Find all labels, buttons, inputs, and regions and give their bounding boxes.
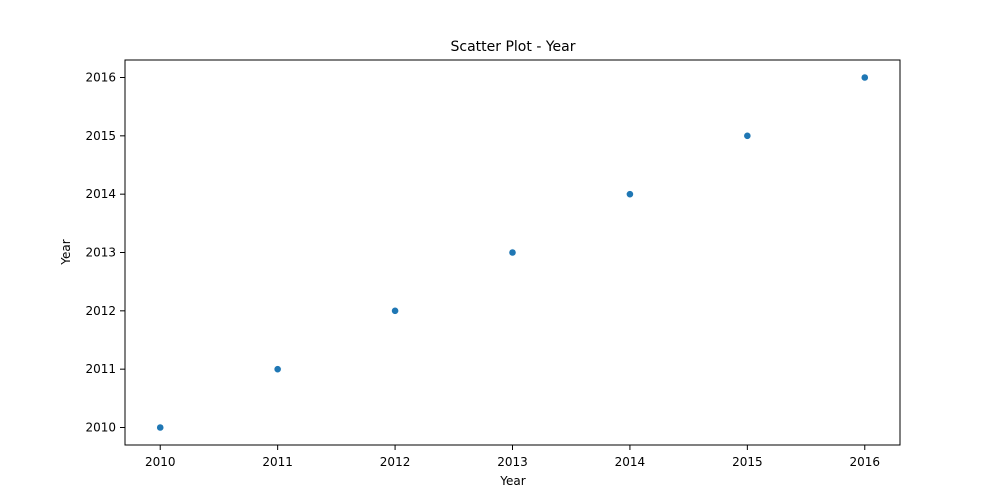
x-tick-label: 2011 <box>262 455 293 469</box>
y-tick-label: 2010 <box>85 421 116 435</box>
y-axis-label: Year <box>59 239 73 265</box>
data-point <box>273 365 282 374</box>
x-tick-label: 2013 <box>497 455 528 469</box>
x-tick-label: 2015 <box>732 455 763 469</box>
y-tick-label: 2012 <box>85 304 116 318</box>
chart-title: Scatter Plot - Year <box>451 39 576 55</box>
x-axis: 2010 2011 2012 2013 2014 2015 2016 <box>145 445 880 469</box>
data-point <box>743 131 752 140</box>
data-point <box>626 190 634 199</box>
x-tick-label: 2016 <box>849 455 880 469</box>
x-axis-label: Year <box>499 474 525 488</box>
y-tick-label: 2013 <box>85 246 116 260</box>
data-point <box>508 248 517 257</box>
data-point <box>860 73 869 82</box>
y-tick-label: 2015 <box>85 129 116 143</box>
y-tick-label: 2016 <box>85 71 116 85</box>
y-tick-label: 2011 <box>85 362 116 376</box>
x-tick-label: 2014 <box>615 455 646 469</box>
data-point <box>391 306 399 315</box>
plot-area <box>156 73 869 432</box>
data-point <box>156 423 165 432</box>
x-tick-label: 2012 <box>380 455 411 469</box>
y-tick-label: 2014 <box>85 187 116 201</box>
x-tick-label: 2010 <box>145 455 176 469</box>
y-axis: 2010 2011 2012 2013 2014 2015 2016 <box>85 71 125 435</box>
